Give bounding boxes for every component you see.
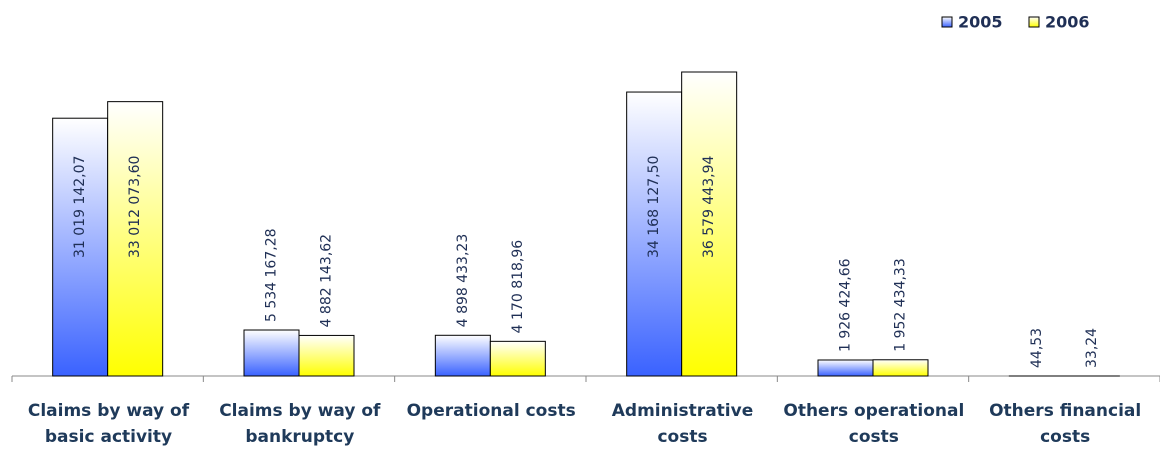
bar xyxy=(52,117,109,377)
value-label: 5 534 167,28 xyxy=(264,228,280,322)
value-label: 33,24 xyxy=(1084,328,1100,368)
value-label: 4 882 143,62 xyxy=(319,234,335,328)
legend-swatch xyxy=(941,16,953,28)
bar xyxy=(872,359,929,377)
bar xyxy=(298,334,355,377)
value-label: 4 898 433,23 xyxy=(455,234,471,328)
x-tick-label: Others operational costs xyxy=(783,401,965,447)
bar xyxy=(107,101,164,377)
legend-label: 2005 xyxy=(958,13,1003,32)
value-label: 33 012 073,60 xyxy=(127,156,143,258)
bar xyxy=(681,71,738,377)
bar xyxy=(243,329,300,377)
value-label: 4 170 818,96 xyxy=(510,240,526,334)
legend-label: 2006 xyxy=(1045,13,1090,32)
x-tick-label: Claims by way of basic activity xyxy=(27,401,190,447)
bar xyxy=(489,340,546,377)
bar xyxy=(817,359,874,377)
value-label: 44,53 xyxy=(1029,328,1045,368)
value-label: 36 579 443,94 xyxy=(701,155,717,258)
x-tick-label: Claims by way of bankruptcy xyxy=(219,401,381,447)
x-tick-label: Operational costs xyxy=(406,401,576,421)
x-tick-label: Others financial costs xyxy=(989,401,1142,447)
x-tick-label: Administrative costs xyxy=(611,401,754,447)
value-label: 34 168 127,50 xyxy=(646,156,662,258)
bar xyxy=(434,334,491,377)
value-label: 1 952 434,33 xyxy=(893,258,909,352)
value-label: 1 926 424,66 xyxy=(838,258,854,352)
legend-swatch xyxy=(1028,16,1040,28)
value-label: 31 019 142,07 xyxy=(72,156,88,258)
bar xyxy=(626,91,683,377)
